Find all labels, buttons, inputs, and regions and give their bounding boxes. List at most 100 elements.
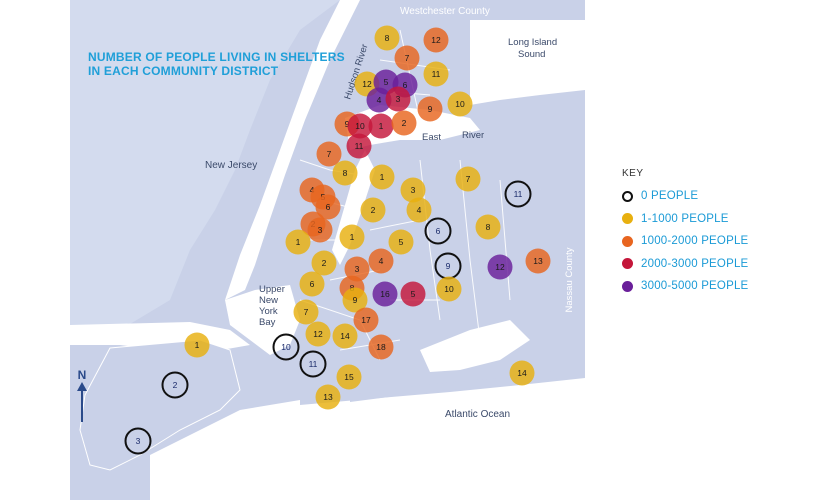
district-circle	[293, 299, 319, 325]
district-label: 11	[309, 359, 318, 369]
district-circle	[366, 87, 392, 113]
district-label: 7	[304, 307, 309, 317]
place-label-nassau: Nassau County	[564, 247, 575, 312]
district-circle	[285, 229, 311, 255]
place-label-upper-bay-1: Upper	[259, 284, 285, 295]
district-marker-brooklyn-17: 17	[353, 307, 379, 333]
district-circle	[307, 217, 333, 243]
legend-label-high: 2000-3000 PEOPLE	[641, 257, 749, 270]
district-marker-manhattan-8: 8	[332, 160, 358, 186]
district-label: 14	[517, 368, 527, 378]
district-marker-queens-5: 5	[388, 229, 414, 255]
district-marker-queens-10: 10	[436, 276, 462, 302]
district-marker-queens-3: 3	[400, 177, 426, 203]
legend-swatch-mid	[622, 235, 633, 247]
legend: KEY 0 PEOPLE 1-1000 PEOPLE 1000-2000 PEO…	[622, 168, 802, 298]
place-label-east-river-2: River	[462, 130, 484, 141]
district-label: 13	[533, 256, 543, 266]
district-marker-bronx-8: 8	[374, 25, 400, 51]
district-circle	[339, 224, 365, 250]
district-circle	[368, 334, 394, 360]
place-label-new-jersey: New Jersey	[205, 160, 257, 171]
district-marker-queens-4: 4	[406, 197, 432, 223]
legend-swatch-zero	[622, 190, 633, 202]
district-label: 11	[432, 69, 441, 79]
district-marker-queens-8: 8	[475, 214, 501, 240]
district-label: 9	[353, 295, 358, 305]
district-label: 2	[173, 380, 178, 390]
district-label: 12	[313, 329, 323, 339]
district-circle	[475, 214, 501, 240]
district-label: 18	[376, 342, 386, 352]
district-circle	[353, 307, 379, 333]
district-label: 8	[385, 33, 390, 43]
district-label: 14	[340, 331, 350, 341]
district-label: 3	[136, 436, 141, 446]
district-circle	[305, 321, 331, 347]
district-label: 11	[355, 141, 364, 151]
title-line-1: NUMBER OF PEOPLE LIVING IN SHELTERS	[88, 50, 345, 64]
legend-item-low: 1-1000 PEOPLE	[622, 208, 802, 231]
district-circle	[369, 164, 395, 190]
district-label: 17	[361, 315, 371, 325]
district-marker-brooklyn-7: 7	[293, 299, 319, 325]
legend-label-low: 1-1000 PEOPLE	[641, 212, 729, 225]
district-marker-queens-7: 7	[455, 166, 481, 192]
district-circle	[504, 180, 532, 208]
district-circle	[315, 194, 341, 220]
district-circle	[347, 113, 373, 139]
district-marker-bronx-7: 7	[394, 45, 420, 71]
district-circle	[400, 281, 426, 307]
district-marker-brooklyn-11: 11	[299, 350, 327, 378]
district-marker-staten-island-2: 2	[161, 371, 189, 399]
district-circle	[315, 384, 341, 410]
district-label: 4	[379, 256, 384, 266]
district-circle	[372, 281, 398, 307]
north-label: N	[77, 368, 87, 382]
district-marker-bronx-2: 2	[391, 110, 417, 136]
district-circle	[346, 133, 372, 159]
district-label: 2	[371, 205, 376, 215]
district-label: 3	[318, 225, 323, 235]
district-label: 6	[326, 202, 331, 212]
district-marker-bronx-11: 11	[423, 61, 449, 87]
legend-label-very-high: 3000-5000 PEOPLE	[641, 280, 749, 293]
district-circle	[385, 86, 411, 112]
district-marker-brooklyn-18: 18	[368, 334, 394, 360]
district-label: 16	[380, 289, 390, 299]
district-label: 2	[402, 118, 407, 128]
district-marker-manhattan-11: 11	[346, 133, 372, 159]
district-marker-brooklyn-9: 9	[342, 287, 368, 313]
legend-label-zero: 0 PEOPLE	[641, 190, 699, 203]
district-marker-queens-13: 13	[525, 248, 551, 274]
district-circle	[400, 177, 426, 203]
district-marker-brooklyn-14: 14	[332, 323, 358, 349]
district-circle	[487, 254, 513, 280]
district-label: 5	[411, 289, 416, 299]
water	[70, 0, 585, 500]
district-label: 7	[405, 53, 410, 63]
district-marker-queens-14: 14	[509, 360, 535, 386]
place-label-upper-bay-4: Bay	[259, 317, 276, 328]
district-marker-brooklyn-6: 6	[299, 271, 325, 297]
place-label-atlantic: Atlantic Ocean	[445, 409, 510, 420]
legend-swatch-low	[622, 213, 633, 225]
district-label: 10	[444, 284, 454, 294]
district-label: 13	[323, 392, 333, 402]
district-circle	[455, 166, 481, 192]
district-marker-bronx-3: 3	[385, 86, 411, 112]
north-arrow-icon	[77, 382, 87, 422]
place-label-long-island-sound-2: Sound	[518, 49, 545, 60]
district-circle	[394, 45, 420, 71]
district-marker-queens-12: 12	[487, 254, 513, 280]
legend-item-mid: 1000-2000 PEOPLE	[622, 230, 802, 253]
district-circle	[374, 25, 400, 51]
district-label: 10	[281, 342, 291, 352]
district-marker-queens-2: 2	[360, 197, 386, 223]
legend-item-high: 2000-3000 PEOPLE	[622, 253, 802, 276]
map-title: NUMBER OF PEOPLE LIVING IN SHELTERS IN E…	[88, 50, 388, 78]
district-marker-bronx-9: 9	[417, 96, 443, 122]
district-circle	[423, 27, 449, 53]
district-circle	[332, 160, 358, 186]
district-marker-manhattan-3: 3	[307, 217, 333, 243]
